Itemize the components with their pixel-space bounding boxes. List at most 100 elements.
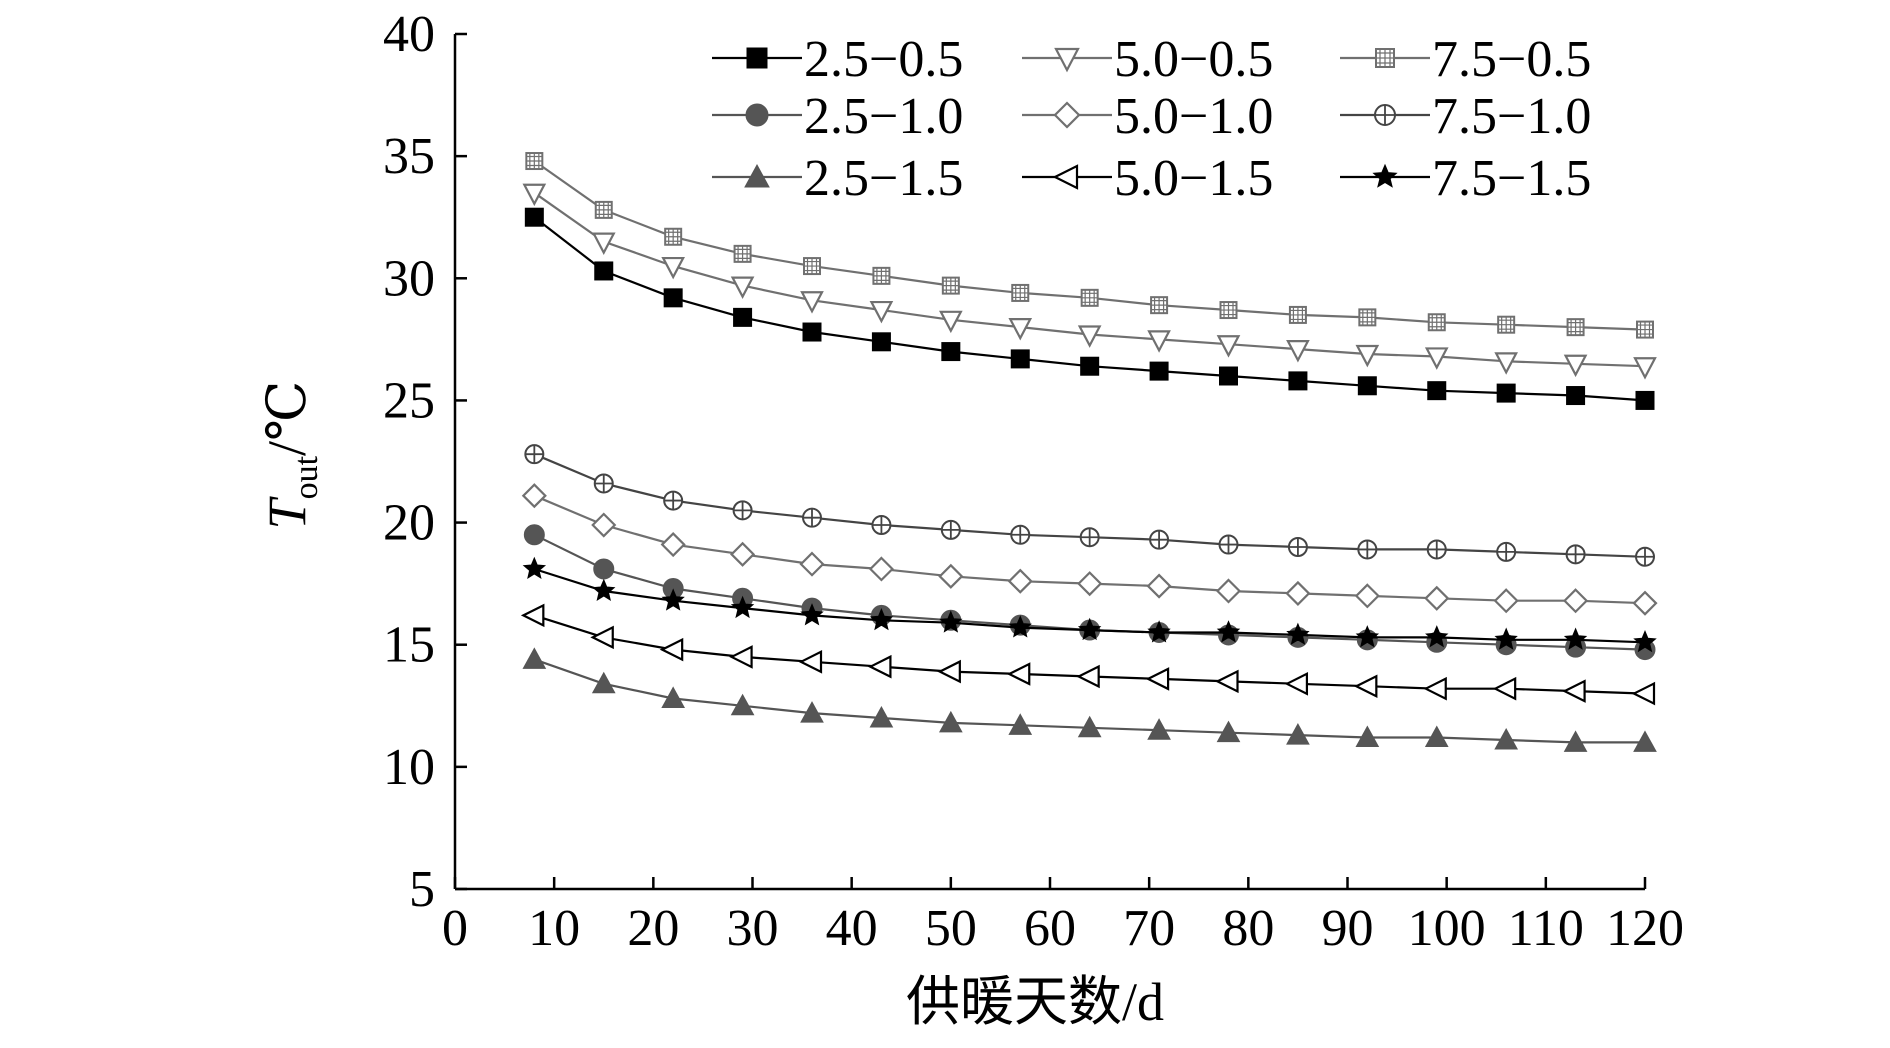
data-point [1631,681,1656,706]
data-point [1147,620,1171,643]
data-point [591,512,617,538]
y-tick-label: 10 [383,739,435,796]
data-point [1149,529,1170,550]
data-point [730,541,756,567]
data-point [1355,625,1380,648]
data-point [1080,288,1099,307]
data-point [1288,305,1307,324]
data-point [940,519,961,540]
x-tick-label: 10 [528,900,580,957]
data-point [871,332,891,352]
data-point [941,342,961,362]
legend-item: 7.5−0.5 [1340,31,1591,88]
data-point [872,266,891,285]
data-point [1563,730,1588,752]
data-point [1633,357,1657,380]
data-point [1008,713,1033,735]
y-axis-title-unit: /℃ [257,381,317,456]
y-tick-label: 20 [383,495,435,552]
data-point [1497,315,1516,334]
data-point [1147,330,1171,353]
data-point [1218,534,1239,555]
data-point [594,200,613,219]
data-point [1076,664,1100,689]
x-tick-label: 90 [1322,900,1374,957]
y-tick-label: 35 [383,128,435,185]
data-point [1635,546,1655,567]
x-tick-label: 120 [1606,900,1684,957]
data-point [1355,344,1380,368]
legend-marker [746,47,768,69]
data-point [661,256,685,280]
series-2.5-1.5 [522,647,1657,752]
data-point [520,603,545,628]
legend-marker [1372,163,1398,188]
data-point [1287,537,1308,557]
y-axis-title-sub: out [288,455,325,499]
data-point [1286,723,1310,745]
x-axis-title: 供暖天数/d [906,972,1164,1032]
data-point [1563,588,1589,614]
legend-marker [1375,48,1395,68]
data-point [660,532,686,558]
data-point [1633,629,1657,653]
data-point [803,257,821,276]
y-axis-ticks: 5 10 15 20 25 30 35 40 [383,6,467,918]
data-point [1010,524,1031,545]
data-point [590,625,614,650]
data-point [1145,667,1170,691]
data-point [1423,676,1447,701]
data-point [869,607,894,631]
data-point [1562,679,1586,703]
data-point [1215,578,1242,604]
y-tick-label: 5 [409,861,435,918]
legend-item: 7.5−1.5 [1340,150,1591,207]
data-point [1494,627,1518,650]
legend-item: 5.0−1.0 [1022,88,1273,145]
data-point [1566,318,1585,337]
data-point [1632,590,1658,616]
x-tick-label: 100 [1408,900,1486,957]
series-7.5-1.5 [522,556,1657,653]
data-point [1219,301,1238,320]
x-axis-title-unit: /d [1122,972,1164,1032]
legend-label: 7.5−1.0 [1432,88,1591,145]
data-point [524,207,544,227]
legend: 2.5−0.5 5.0−0.5 7.5−0.5 2.5−1.0 5.0−1.0 7.5−1… [712,31,1591,207]
data-point [1006,662,1031,686]
x-tick-label: 80 [1222,900,1274,957]
data-point [871,515,892,536]
legend-item: 2.5−1.5 [712,150,963,207]
y-axis-title-main: T [257,495,317,529]
data-point [1149,361,1169,381]
data-point [1425,625,1449,648]
data-point [1426,539,1447,560]
data-point [1635,390,1655,410]
data-point [525,152,544,171]
x-axis-ticks: 0 10 20 30 40 50 60 70 80 90 100 110 120 [442,877,1684,957]
legend-marker [744,163,770,188]
x-tick-label: 110 [1508,900,1584,957]
x-tick-label: 50 [925,900,977,957]
data-point [1219,366,1238,386]
data-point [1150,296,1169,315]
series-5.0-1.5 [520,603,1656,706]
data-point [802,507,822,528]
legend-item: 5.0−0.5 [1022,31,1273,88]
legend-marker [745,103,769,127]
data-point [867,654,892,679]
data-point [1286,340,1310,363]
data-point [1216,620,1241,643]
data-point [798,650,823,674]
data-point [938,710,963,733]
data-point [799,551,825,577]
data-point [1353,674,1378,699]
data-point [1010,349,1030,369]
data-point [869,705,894,728]
x-tick-label: 60 [1024,900,1076,957]
data-point [1146,573,1172,599]
legend-marker [1053,101,1081,129]
data-point [1354,583,1380,609]
legend-label: 7.5−1.5 [1432,150,1591,207]
